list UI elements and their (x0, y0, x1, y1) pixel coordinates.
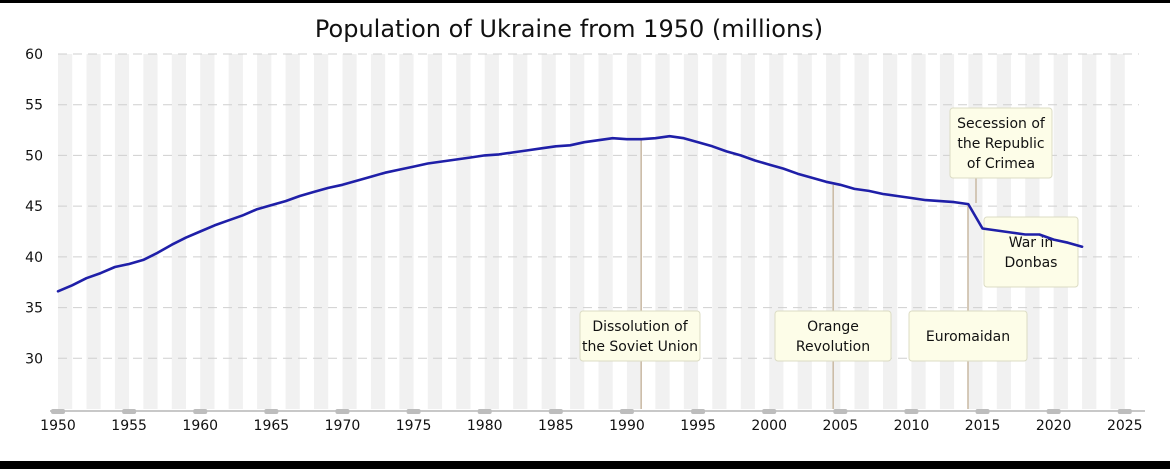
annotation-text: the Republic (957, 136, 1044, 152)
x-axis: 1950 1955 1960 1965 1970 1975 1980 1985 1990 1995… (40, 409, 1145, 434)
y-tick-label: 40 (25, 250, 43, 266)
x-tick-mark (477, 409, 492, 414)
year-band (541, 54, 556, 409)
year-band (399, 54, 414, 409)
x-tick-label: 2020 (1036, 418, 1072, 434)
y-tick-label: 30 (25, 351, 43, 367)
annotation-box (908, 310, 1028, 362)
year-band (143, 54, 158, 409)
x-tick-mark (691, 409, 706, 414)
x-tick-mark (1117, 409, 1132, 414)
x-tick-mark (833, 409, 848, 414)
x-tick-label: 2025 (1107, 418, 1143, 434)
x-tick-mark (122, 409, 137, 414)
x-tick-mark (619, 409, 634, 414)
annotation-text: Donbas (1005, 255, 1058, 271)
year-band (58, 54, 73, 409)
annotation-box (579, 310, 701, 362)
year-band (456, 54, 471, 409)
year-band (513, 54, 528, 409)
year-band (171, 54, 187, 409)
x-tick-mark (762, 409, 777, 414)
y-axis: 30 35 40 45 50 55 60 (25, 47, 43, 367)
x-tick-label: 1970 (325, 418, 361, 434)
population-chart: 1950 1955 1960 1965 1970 1975 1980 1985 1990 1995… (25, 15, 1145, 434)
annotation-text: the Soviet Union (582, 339, 698, 355)
annotation-box (983, 216, 1079, 288)
year-band (314, 54, 329, 409)
annotation-text: Secession of (957, 116, 1046, 132)
x-tick-mark (548, 409, 563, 414)
annotations: Dissolution of the Soviet Union Orange Revo… (579, 107, 1079, 409)
x-tick-label: 1965 (254, 418, 290, 434)
x-tick-mark (335, 409, 350, 414)
year-band (86, 54, 101, 409)
x-tick-label: 1950 (40, 418, 76, 434)
x-tick-mark (1046, 409, 1061, 414)
x-tick-label: 2015 (965, 418, 1001, 434)
year-band (427, 54, 443, 409)
annotation-text: Dissolution of (592, 319, 688, 335)
x-tick-label: 1990 (609, 418, 645, 434)
year-band (285, 54, 300, 409)
annotation-box (949, 107, 1053, 179)
y-tick-label: 45 (25, 199, 43, 215)
year-band (1082, 54, 1097, 409)
x-tick-mark (264, 409, 279, 414)
annotation-box (774, 310, 892, 362)
x-tick-label: 1975 (396, 418, 432, 434)
x-tick-mark (904, 409, 919, 414)
x-tick-label: 2000 (751, 418, 787, 434)
x-tick-mark (975, 409, 990, 414)
x-tick-mark (193, 409, 208, 414)
year-band (370, 54, 386, 409)
x-tick-label: 2005 (822, 418, 858, 434)
year-band (484, 54, 499, 409)
chart-title: Population of Ukraine from 1950 (million… (315, 15, 823, 43)
y-tick-label: 35 (25, 301, 43, 317)
x-tick-label: 1985 (538, 418, 574, 434)
y-tick-label: 50 (25, 148, 43, 164)
year-band (200, 54, 215, 409)
series-layer (56, 134, 1084, 293)
x-tick-label: 1960 (182, 418, 218, 434)
x-tick-label: 1955 (111, 418, 147, 434)
year-band (712, 54, 727, 409)
year-band (228, 54, 243, 409)
y-tick-label: 60 (25, 47, 43, 63)
year-band (740, 54, 755, 409)
x-tick-mark (406, 409, 421, 414)
annotation-text: Orange (807, 319, 859, 335)
year-band (342, 54, 357, 409)
x-tick-label: 1995 (680, 418, 716, 434)
annotation-text: of Crimea (967, 156, 1035, 172)
annotation-text: Revolution (796, 339, 870, 355)
x-tick-label: 1980 (467, 418, 503, 434)
x-tick-label: 2010 (894, 418, 930, 434)
year-band (1110, 54, 1125, 409)
series-line (56, 134, 1084, 293)
annotation-text: Euromaidan (926, 329, 1010, 345)
x-tick-mark (51, 409, 65, 414)
year-band (257, 54, 272, 409)
chart-frame: 1950 1955 1960 1965 1970 1975 1980 1985 1990 1995… (0, 3, 1170, 461)
y-tick-label: 55 (25, 98, 43, 114)
year-band (114, 54, 130, 409)
annotation-text: War in (1009, 235, 1054, 251)
